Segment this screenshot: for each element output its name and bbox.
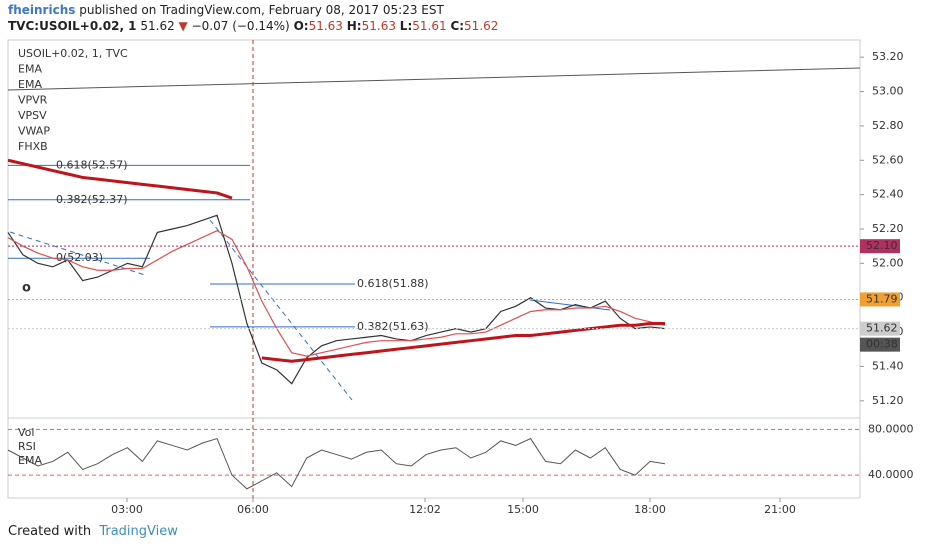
created-with: Created with xyxy=(8,524,92,539)
ohlc-key: C: xyxy=(450,19,465,33)
fib-label: 0.618(52.57) xyxy=(56,158,128,171)
x-tick-label: 03:00 xyxy=(111,503,143,516)
x-tick-label: 18:00 xyxy=(634,503,666,516)
frame xyxy=(7,39,861,499)
legend-entry: EMA xyxy=(18,78,42,91)
ohlc-value: 51.63 xyxy=(361,19,396,33)
rsi-legend: RSI xyxy=(18,440,36,453)
countdown-tag xyxy=(860,337,900,352)
x-tick-label: 12:02 xyxy=(409,503,441,516)
legend-entry: VPVR xyxy=(18,94,48,107)
header: fheinrichs published on TradingView.com,… xyxy=(8,2,498,34)
rsi-legend: EMA xyxy=(18,454,42,467)
y-tick-label: 52.60 xyxy=(872,153,904,166)
ohlc-value: 51.61 xyxy=(412,19,447,33)
author[interactable]: fheinrichs xyxy=(8,3,76,17)
footer: Created with TradingView xyxy=(8,524,178,539)
y-tick-label: 51.40 xyxy=(872,359,904,372)
y-tick-label: 52.20 xyxy=(872,222,904,235)
x-tick-label: 15:00 xyxy=(507,503,539,516)
brand[interactable]: TradingView xyxy=(99,524,178,539)
chart: o 51.2051.4051.6051.8052.0052.2052.4052.… xyxy=(7,39,914,516)
x-tick-label: 06:00 xyxy=(237,503,269,516)
ohlc-value: 51.63 xyxy=(308,19,343,33)
series-line xyxy=(7,230,666,357)
x-tick-label: 21:00 xyxy=(764,503,796,516)
ohlc: O:51.63 H:51.63 L:51.61 C:51.62 xyxy=(294,19,499,33)
trend-line xyxy=(209,219,353,401)
fib-label: 0.382(52.37) xyxy=(56,193,128,206)
price-tag xyxy=(860,321,900,336)
rsi-tick-label: 80.0000 xyxy=(868,422,914,435)
legend-entry: USOIL+0.02, 1, TVC xyxy=(18,47,128,60)
marker[interactable]: o xyxy=(22,281,31,296)
y-tick-label: 51.20 xyxy=(872,394,904,407)
y-tick-label: 53.00 xyxy=(872,85,904,98)
fib-label: 0.618(51.88) xyxy=(357,277,429,290)
price-tag-label: 52.10 xyxy=(866,239,898,252)
legend-entry: EMA xyxy=(18,63,42,76)
series-line xyxy=(261,322,665,363)
change: −0.07 (−0.14%) xyxy=(191,19,290,33)
quote-line: TVC:USOIL+0.02, 1 51.62 ▼ −0.07 (−0.14%)… xyxy=(8,18,498,34)
trend-line xyxy=(9,231,146,276)
published: published on TradingView.com, February 0… xyxy=(79,3,444,17)
y-tick-label: 53.20 xyxy=(872,50,904,63)
legend-entry: FHXB xyxy=(18,140,48,153)
trend-line xyxy=(7,67,861,91)
y-tick-label: 52.80 xyxy=(872,119,904,132)
rsi-tick-label: 40.0000 xyxy=(868,468,914,481)
rsi-line xyxy=(7,437,666,490)
y-tick-label: 52.00 xyxy=(872,256,904,269)
legend-entry: VWAP xyxy=(18,125,50,138)
rsi-legend: Vol xyxy=(18,426,34,439)
countdown: 00:38 xyxy=(866,338,898,351)
legend-entry: VPSV xyxy=(18,109,47,122)
last: 51.62 xyxy=(140,19,175,33)
price-tag xyxy=(860,292,900,307)
price-tag-label: 51.62 xyxy=(866,322,898,335)
ohlc-key: O: xyxy=(293,19,309,33)
y-tick-label: 52.40 xyxy=(872,188,904,201)
series-line xyxy=(7,158,233,200)
fib-label: 0.382(51.63) xyxy=(357,320,429,333)
price-tag xyxy=(860,239,900,254)
ohlc-value: 51.62 xyxy=(464,19,499,33)
ohlc-key: H: xyxy=(346,19,362,33)
down-arrow: ▼ xyxy=(178,19,188,33)
ohlc-key: L: xyxy=(399,19,413,33)
trend-line xyxy=(529,299,611,311)
header-line: fheinrichs published on TradingView.com,… xyxy=(8,2,498,18)
symbol: TVC:USOIL+0.02, 1 xyxy=(8,19,137,33)
price-tag-label: 51.79 xyxy=(866,292,898,305)
